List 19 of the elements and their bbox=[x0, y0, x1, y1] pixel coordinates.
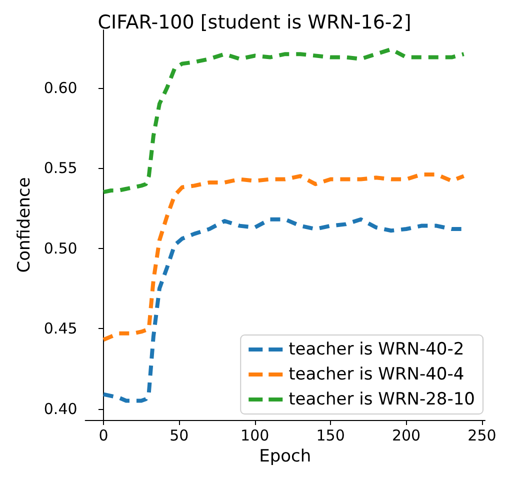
x-axis-title: Epoch bbox=[259, 446, 312, 466]
y-tick-label: 0.50 bbox=[44, 239, 78, 258]
y-tick-label: 0.45 bbox=[44, 320, 78, 338]
x-tick-label: 50 bbox=[170, 426, 189, 444]
line-series bbox=[101, 172, 466, 342]
line-series bbox=[101, 47, 466, 194]
x-tick-label: 150 bbox=[316, 426, 345, 444]
x-tick-label: 250 bbox=[468, 426, 496, 444]
x-tick-label: 200 bbox=[392, 426, 421, 444]
y-tick-label: 0.60 bbox=[44, 78, 78, 97]
legend-label: teacher is WRN-28-10 bbox=[288, 390, 476, 410]
y-axis-title: Confidence bbox=[14, 177, 34, 273]
chart-title: CIFAR-100 [student is WRN-16-2] bbox=[98, 12, 412, 34]
legend-label: teacher is WRN-40-4 bbox=[288, 364, 464, 384]
legend-label: teacher is WRN-40-2 bbox=[288, 340, 464, 360]
x-tick-label: 100 bbox=[240, 426, 270, 444]
y-tick-label: 0.55 bbox=[44, 159, 78, 178]
x-tick-label: 0 bbox=[98, 426, 108, 444]
y-tick-label: 0.40 bbox=[44, 400, 78, 418]
